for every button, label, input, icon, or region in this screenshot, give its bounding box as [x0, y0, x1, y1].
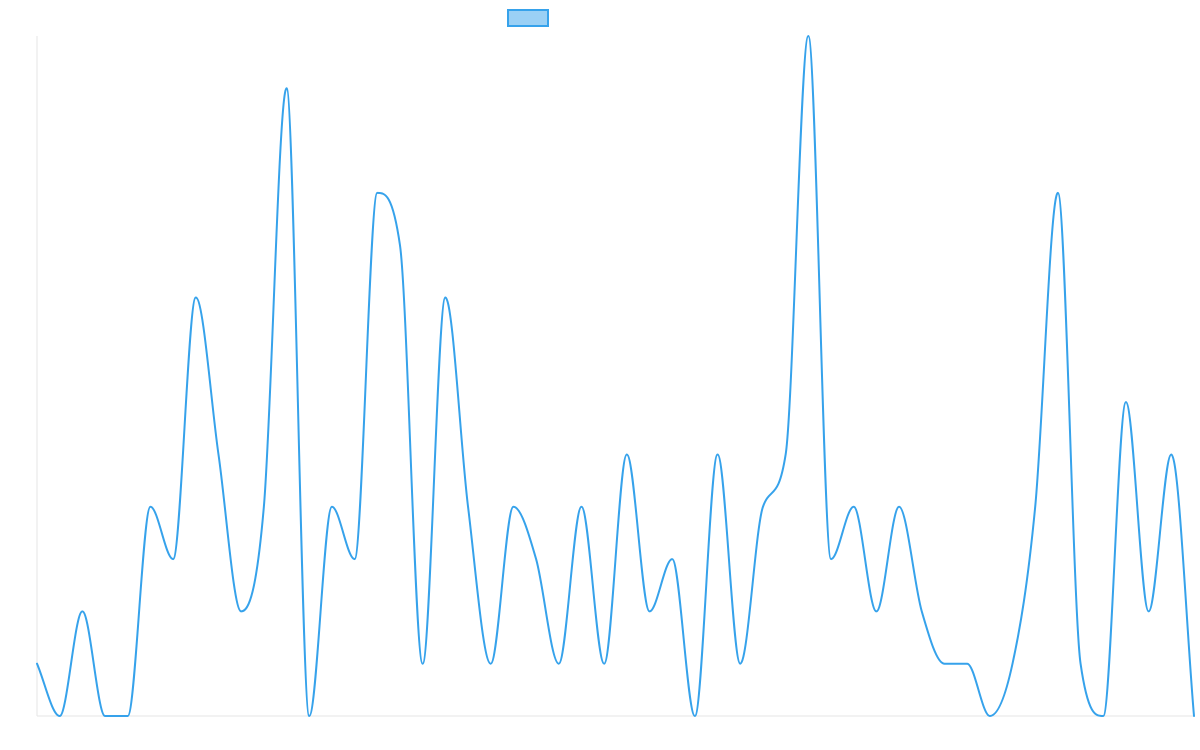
data-point-39[interactable] [919, 608, 925, 614]
data-point-25[interactable] [601, 661, 607, 667]
data-point-42[interactable] [987, 713, 993, 719]
data-point-51[interactable] [1191, 713, 1197, 719]
data-point-47[interactable] [1100, 713, 1106, 719]
data-point-35[interactable] [828, 556, 834, 562]
data-point-8[interactable] [215, 451, 221, 457]
data-point-41[interactable] [964, 661, 970, 667]
data-point-48[interactable] [1123, 399, 1129, 405]
data-point-38[interactable] [896, 504, 902, 510]
data-point-44[interactable] [1032, 504, 1038, 510]
data-point-45[interactable] [1055, 190, 1061, 196]
data-point-23[interactable] [556, 661, 562, 667]
data-point-37[interactable] [873, 608, 879, 614]
data-point-6[interactable] [170, 556, 176, 562]
data-point-0[interactable] [34, 661, 40, 667]
data-point-20[interactable] [488, 661, 494, 667]
data-point-11[interactable] [284, 85, 290, 91]
data-point-30[interactable] [715, 451, 721, 457]
data-point-14[interactable] [352, 556, 358, 562]
data-point-31[interactable] [737, 661, 743, 667]
data-point-43[interactable] [1010, 661, 1016, 667]
data-point-7[interactable] [193, 295, 199, 301]
data-point-40[interactable] [941, 661, 947, 667]
data-point-34[interactable] [805, 33, 811, 39]
data-point-18[interactable] [442, 295, 448, 301]
data-point-26[interactable] [624, 451, 630, 457]
data-point-22[interactable] [533, 556, 539, 562]
data-point-46[interactable] [1078, 661, 1084, 667]
data-point-27[interactable] [647, 608, 653, 614]
data-point-36[interactable] [851, 504, 857, 510]
data-point-24[interactable] [578, 504, 584, 510]
data-point-15[interactable] [374, 190, 380, 196]
data-point-13[interactable] [329, 504, 335, 510]
data-point-2[interactable] [79, 608, 85, 614]
data-point-10[interactable] [261, 504, 267, 510]
data-point-49[interactable] [1146, 608, 1152, 614]
legend[interactable] [507, 9, 549, 27]
data-point-32[interactable] [760, 504, 766, 510]
data-point-33[interactable] [783, 451, 789, 457]
legend-swatch[interactable] [507, 9, 549, 27]
data-point-1[interactable] [57, 713, 63, 719]
data-point-3[interactable] [102, 713, 108, 719]
data-point-50[interactable] [1168, 451, 1174, 457]
series-line [36, 35, 1195, 717]
data-point-19[interactable] [465, 504, 471, 510]
data-point-5[interactable] [147, 504, 153, 510]
data-point-9[interactable] [238, 608, 244, 614]
data-point-16[interactable] [397, 242, 403, 248]
data-point-12[interactable] [306, 713, 312, 719]
data-point-29[interactable] [692, 713, 698, 719]
data-point-21[interactable] [510, 504, 516, 510]
data-point-17[interactable] [420, 661, 426, 667]
data-point-28[interactable] [669, 556, 675, 562]
data-point-4[interactable] [125, 713, 131, 719]
